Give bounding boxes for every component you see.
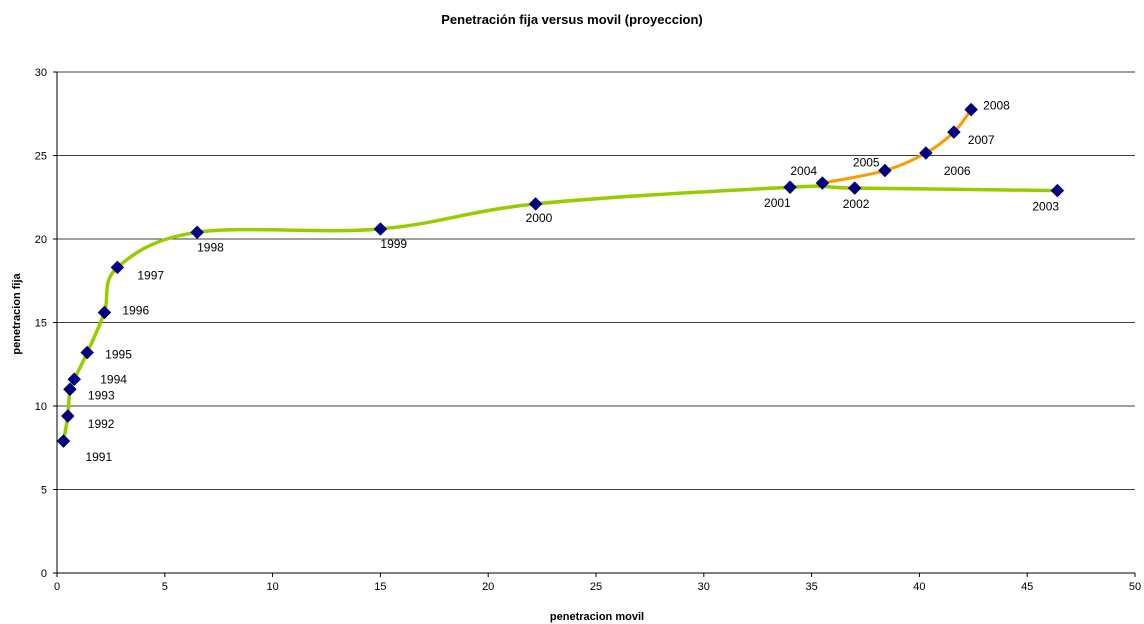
data-point-2005 bbox=[878, 164, 891, 177]
data-markers bbox=[57, 103, 1064, 447]
series-lines bbox=[63, 110, 1057, 441]
point-labels: 1991 1992 1993 1994 1995 1996 1997 1998 1999 2000… bbox=[85, 99, 1059, 464]
x-tick-label: 35 bbox=[805, 581, 817, 593]
point-label-1996: 1996 bbox=[122, 303, 149, 317]
data-point-1998 bbox=[191, 226, 204, 239]
data-point-2001 bbox=[784, 181, 797, 194]
x-tick-label: 30 bbox=[698, 581, 710, 593]
point-label-2003: 2003 bbox=[1032, 200, 1059, 214]
chart-title: Penetración fija versus movil (proyeccio… bbox=[441, 12, 703, 27]
series-line-0 bbox=[63, 186, 1057, 441]
point-label-2005: 2005 bbox=[853, 156, 880, 170]
point-label-1994: 1994 bbox=[100, 372, 127, 386]
point-label-1999: 1999 bbox=[380, 237, 407, 251]
point-label-1998: 1998 bbox=[197, 240, 224, 254]
x-tick-label: 15 bbox=[374, 581, 386, 593]
data-point-2003 bbox=[1051, 184, 1064, 197]
point-label-2002: 2002 bbox=[843, 197, 870, 211]
point-label-2008: 2008 bbox=[983, 99, 1010, 113]
y-axis-title: penetracion fija bbox=[11, 272, 23, 354]
x-tick-label: 0 bbox=[54, 581, 60, 593]
data-point-2000 bbox=[529, 197, 542, 210]
x-tick-label: 25 bbox=[590, 581, 602, 593]
point-label-2004: 2004 bbox=[790, 164, 817, 178]
y-tick-label: 25 bbox=[35, 151, 47, 163]
y-tick-label: 15 bbox=[35, 318, 47, 330]
y-tick-label: 0 bbox=[41, 568, 47, 580]
data-point-2002 bbox=[848, 182, 861, 195]
point-label-1995: 1995 bbox=[105, 348, 132, 362]
x-tick-label: 40 bbox=[913, 581, 925, 593]
x-tick-label: 20 bbox=[482, 581, 494, 593]
x-tick-label: 10 bbox=[266, 581, 278, 593]
point-label-2001: 2001 bbox=[764, 196, 791, 210]
data-point-1995 bbox=[81, 346, 94, 359]
y-tick-label: 5 bbox=[41, 485, 47, 497]
point-label-1991: 1991 bbox=[85, 450, 112, 464]
point-label-1992: 1992 bbox=[88, 417, 115, 431]
data-point-1992 bbox=[61, 410, 74, 423]
point-label-1993: 1993 bbox=[88, 388, 115, 402]
data-point-1996 bbox=[98, 306, 111, 319]
x-tick-label: 50 bbox=[1129, 581, 1141, 593]
x-axis-title: penetracion movil bbox=[550, 611, 644, 623]
data-point-2006 bbox=[919, 146, 932, 159]
x-tick-label: 5 bbox=[162, 581, 168, 593]
point-label-2007: 2007 bbox=[968, 133, 995, 147]
axes bbox=[53, 72, 1135, 577]
y-tick-label: 30 bbox=[35, 67, 47, 79]
point-label-1997: 1997 bbox=[137, 268, 164, 282]
data-point-1999 bbox=[374, 222, 387, 235]
point-label-2000: 2000 bbox=[526, 211, 553, 225]
y-tick-label: 20 bbox=[35, 234, 47, 246]
point-label-2006: 2006 bbox=[944, 164, 971, 178]
y-tick-label: 10 bbox=[35, 401, 47, 413]
x-tick-label: 45 bbox=[1021, 581, 1033, 593]
data-point-1991 bbox=[57, 435, 70, 448]
